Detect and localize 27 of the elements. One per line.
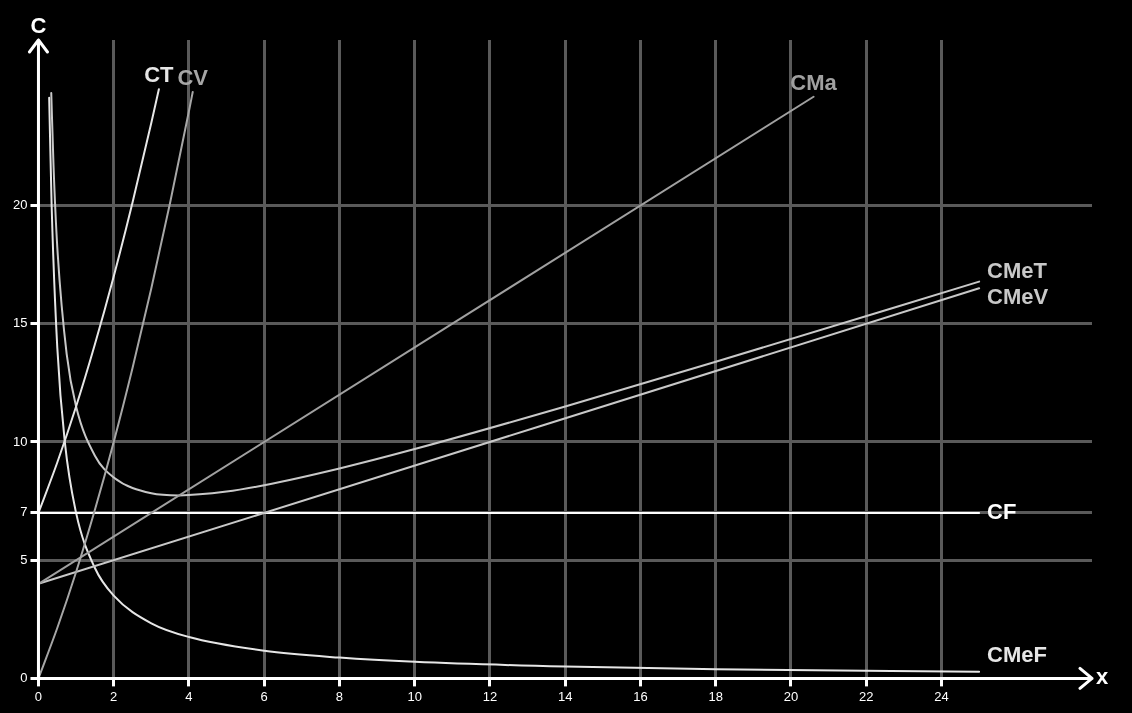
x-tick-label: 4: [185, 688, 193, 704]
x-tick-label: 14: [558, 688, 573, 704]
y-axis-title: C: [30, 13, 47, 39]
x-tick-label: 8: [335, 688, 344, 704]
y-tick-label: 0: [20, 669, 28, 685]
x-tick-label: 12: [482, 688, 498, 704]
x-tick-label: 18: [708, 688, 723, 704]
x-tick-label: 2: [110, 688, 118, 704]
series-label: CMeF: [987, 642, 1048, 668]
y-tick-label: 15: [12, 315, 28, 331]
x-tick-label: 6: [260, 688, 268, 704]
y-tick-label: 5: [20, 551, 28, 567]
x-tick-label: 22: [859, 688, 874, 704]
x-tick-label: 20: [783, 688, 799, 704]
x-tick-label: 24: [934, 688, 949, 704]
series-label: CV: [177, 65, 209, 91]
x-tick-label: 10: [407, 688, 422, 704]
x-tick-label: 0: [34, 688, 43, 704]
series-label: CMeV: [987, 284, 1049, 310]
x-axis-title: x: [1096, 664, 1109, 690]
series-label: CT: [144, 62, 175, 88]
x-tick-label: 16: [633, 688, 648, 704]
y-tick-label: 10: [12, 433, 28, 449]
y-tick-label: 7: [20, 504, 28, 520]
series-label: CF: [987, 498, 1017, 524]
y-tick-label: 20: [12, 197, 28, 213]
series-label: CMeT: [987, 258, 1048, 284]
